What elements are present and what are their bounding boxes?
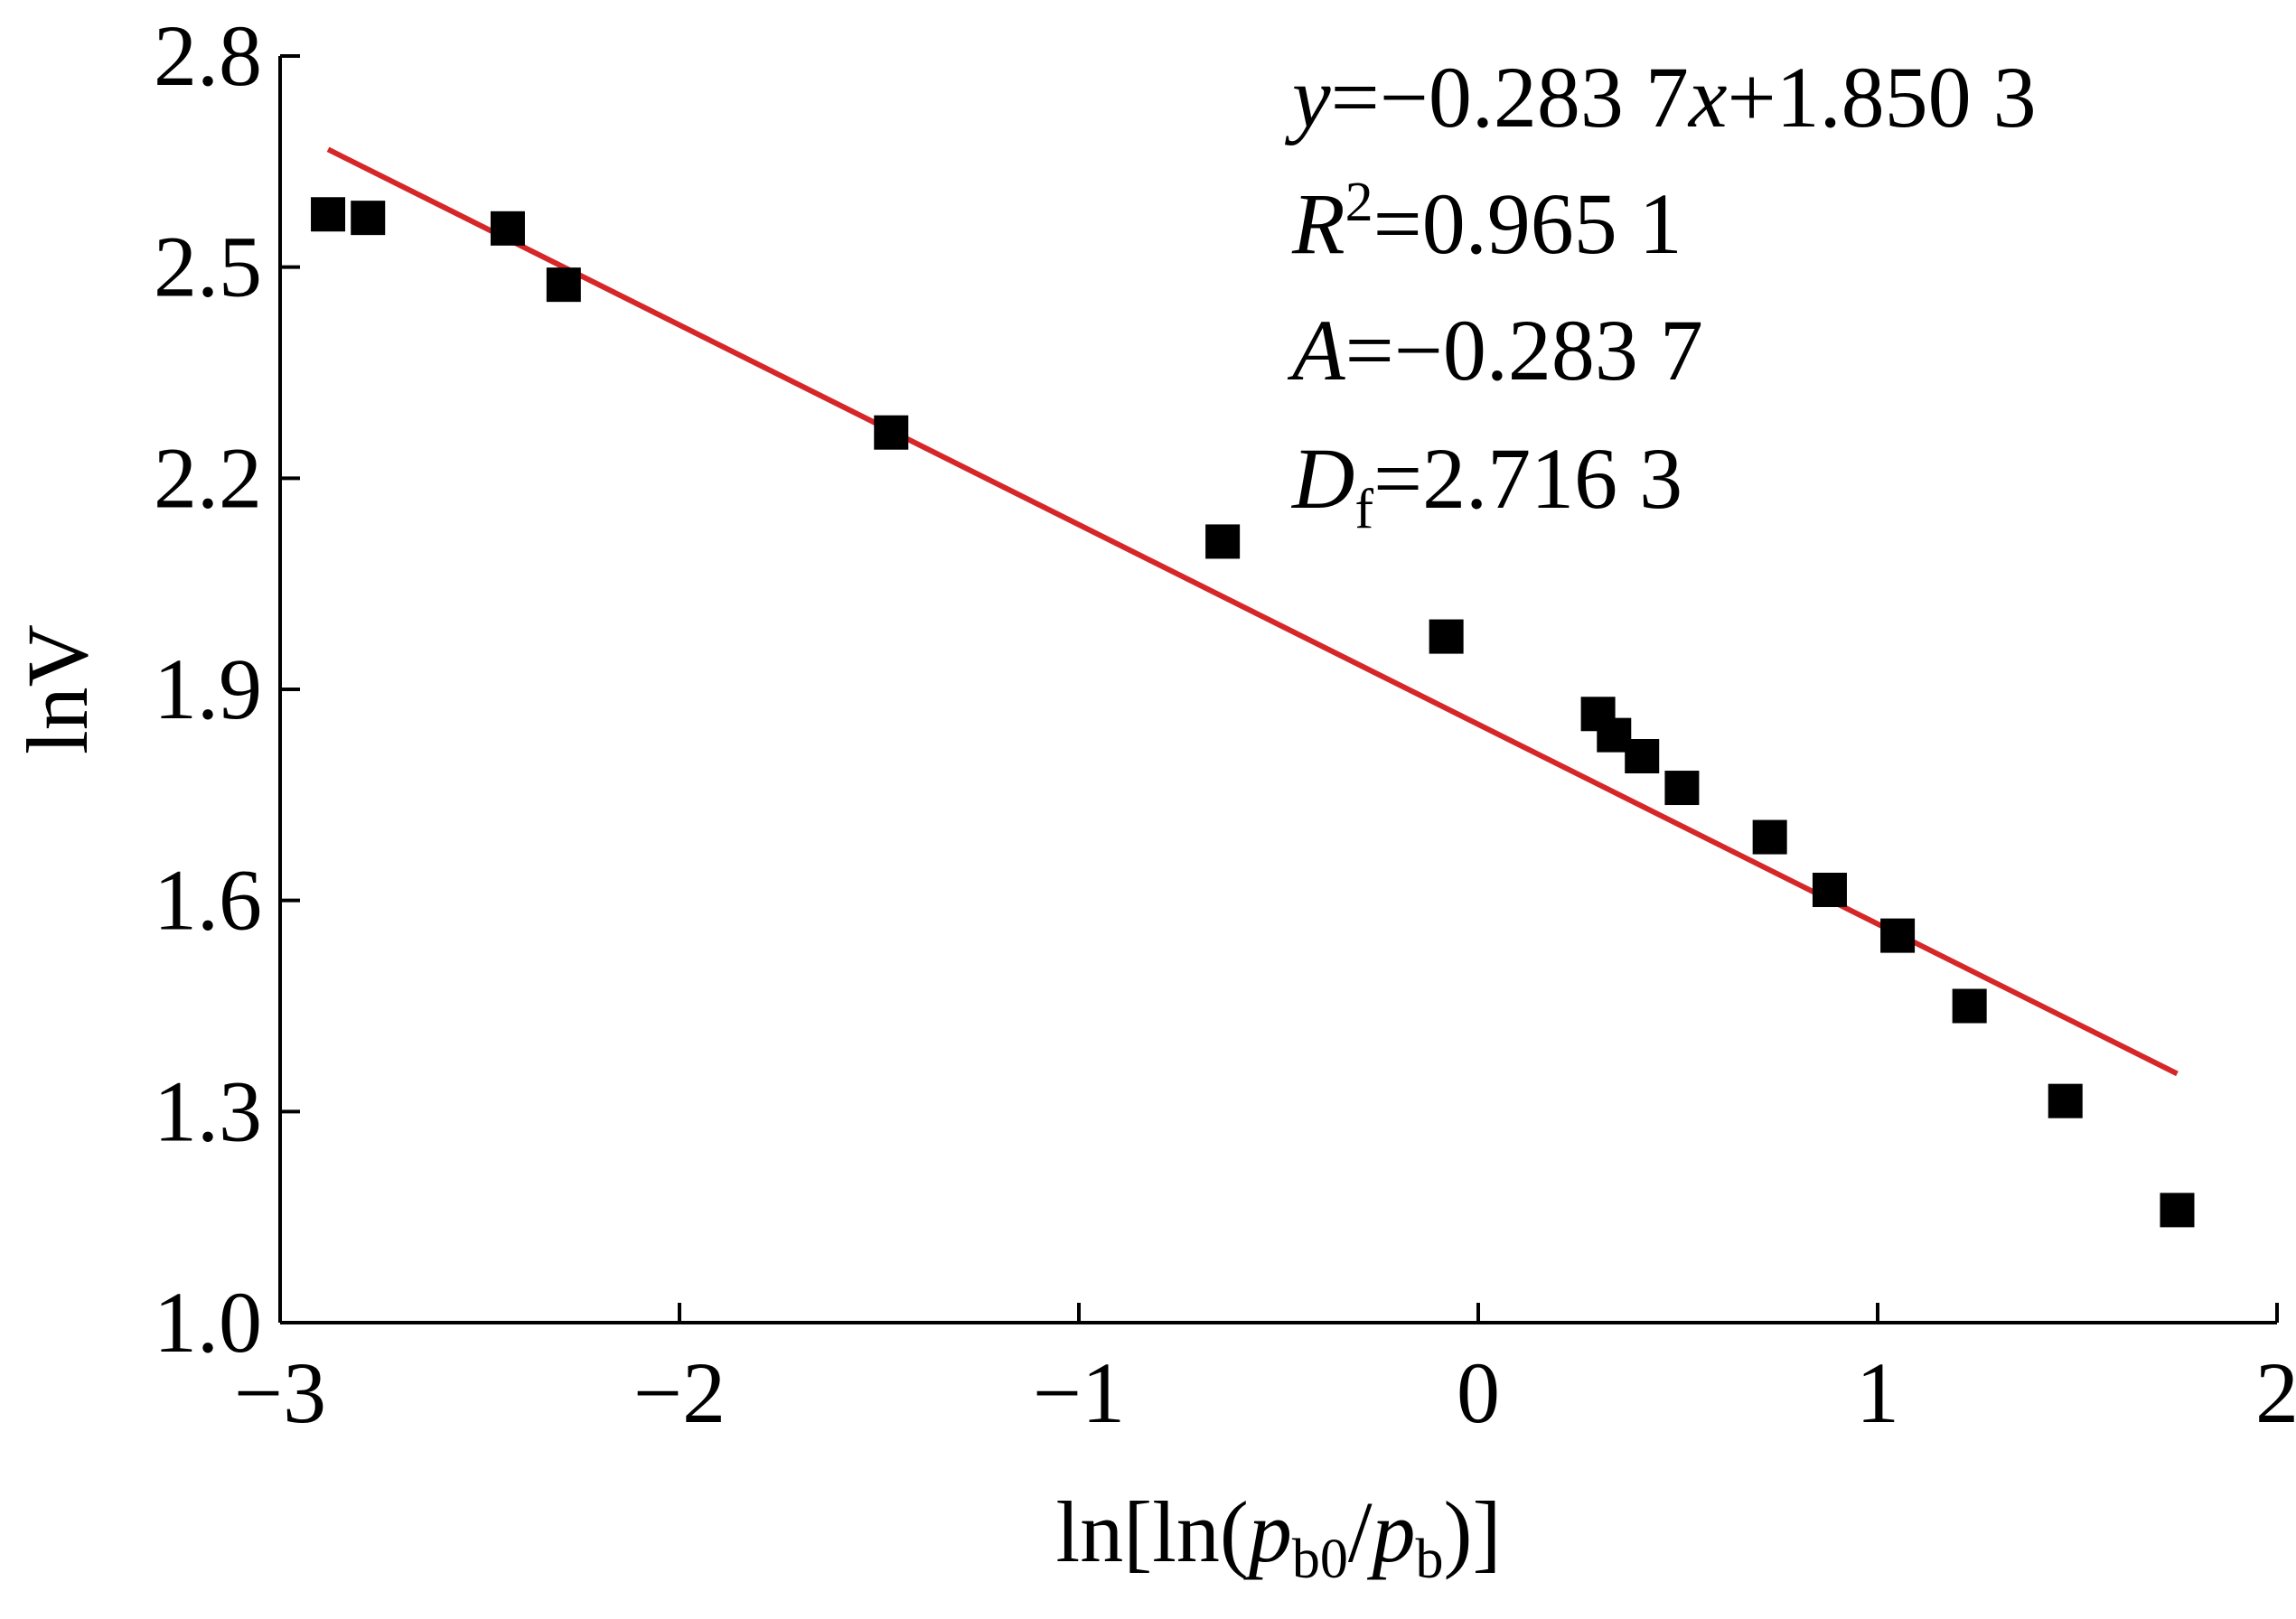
x-tick-label: −1 xyxy=(1033,1344,1125,1441)
x-title-suffix: )] xyxy=(1444,1483,1502,1580)
d-sub: f xyxy=(1354,479,1373,540)
data-point xyxy=(1664,771,1700,806)
eq-part2: +1.850 3 xyxy=(1728,49,2037,145)
x-title-p1: p xyxy=(1243,1483,1292,1580)
r-value: =0.965 1 xyxy=(1373,175,1682,272)
data-point xyxy=(1625,738,1660,773)
data-points xyxy=(311,197,2195,1228)
eq-part1: =−0.283 7 xyxy=(1331,49,1689,145)
data-point xyxy=(1205,524,1241,559)
data-point xyxy=(1812,872,1847,907)
x-title-slash: / xyxy=(1348,1483,1373,1580)
x-title-p1-sub: b0 xyxy=(1292,1529,1348,1590)
data-point xyxy=(874,415,909,450)
annotation-r-squared: R2=0.965 1 xyxy=(1291,172,1682,272)
data-point xyxy=(490,211,525,246)
x-tick-label: 0 xyxy=(1457,1344,1500,1441)
x-axis-title: ln[ln(pb0/pb)] xyxy=(1056,1483,1502,1590)
r-label: R xyxy=(1291,175,1345,272)
x-ticks: −3 −2 −1 0 1 2 xyxy=(234,1303,2296,1441)
y-tick-label: 2.8 xyxy=(154,7,262,104)
data-point xyxy=(1952,988,1987,1024)
y-axis-title: lnV xyxy=(9,624,106,754)
x-title-p2: p xyxy=(1367,1483,1416,1580)
fit-line xyxy=(326,146,2179,1077)
a-label: A xyxy=(1287,302,1345,398)
data-point xyxy=(351,201,386,236)
data-point xyxy=(311,197,346,232)
data-point xyxy=(1429,619,1464,654)
annotation-df: Df=2.716 3 xyxy=(1290,430,1682,540)
y-tick-label: 1.0 xyxy=(154,1274,262,1371)
fit-line-layer xyxy=(326,146,2179,1077)
r-sup: 2 xyxy=(1345,172,1373,233)
annotation-a: A=−0.283 7 xyxy=(1287,302,1703,398)
y-tick-label: 1.6 xyxy=(154,852,262,949)
data-point xyxy=(1752,819,1787,855)
x-tick-label: 2 xyxy=(2255,1344,2296,1441)
data-point xyxy=(2160,1193,2195,1228)
d-value: =2.716 3 xyxy=(1373,430,1682,527)
x-title-p2-sub: b xyxy=(1416,1529,1444,1590)
eq-y: y xyxy=(1284,49,1331,145)
x-tick-label: −3 xyxy=(234,1344,326,1441)
x-tick-label: 1 xyxy=(1856,1344,1899,1441)
d-label: D xyxy=(1290,430,1354,527)
a-value: =−0.283 7 xyxy=(1345,302,1703,398)
eq-x: x xyxy=(1687,49,1728,145)
y-tick-label: 2.2 xyxy=(154,429,262,526)
y-tick-label: 1.9 xyxy=(154,641,262,737)
x-tick-label: −2 xyxy=(633,1344,726,1441)
y-tick-label: 1.3 xyxy=(154,1062,262,1159)
data-point xyxy=(2048,1083,2083,1118)
y-ticks: 1.0 1.3 1.6 1.9 2.2 2.5 2.8 xyxy=(154,7,300,1371)
data-point xyxy=(546,267,581,303)
y-tick-label: 2.5 xyxy=(154,219,262,315)
annotation-equation: y=−0.283 7x+1.850 3 xyxy=(1284,49,2037,145)
data-point xyxy=(1880,918,1916,953)
x-title-prefix: ln[ln( xyxy=(1056,1483,1249,1580)
